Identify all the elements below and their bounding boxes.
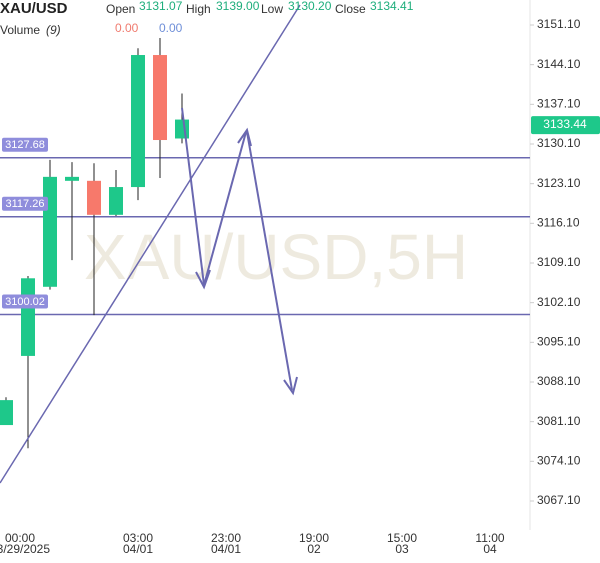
last-price-box	[531, 116, 600, 135]
x-tick-label: 15:00	[387, 531, 417, 545]
price-label-box	[2, 137, 48, 152]
arrows	[181, 107, 298, 396]
x-tick-sublabel: 02	[307, 542, 321, 556]
price-label-box	[2, 196, 48, 211]
x-tick-sublabel: 04/01	[211, 542, 241, 556]
x-tick-label: 23:00	[211, 531, 241, 545]
y-tick-label: 3074.10	[537, 453, 581, 467]
price-label: 3127.68	[5, 139, 45, 151]
y-tick-label: 3109.10	[537, 255, 581, 269]
candle-body	[175, 119, 189, 139]
volume-value: 0.00	[115, 21, 139, 35]
x-tick-sublabel: 04/01	[123, 542, 153, 556]
trend-line	[0, 4, 301, 484]
x-tick-label: 19:00	[299, 531, 329, 545]
candle-body	[87, 180, 101, 215]
y-tick-label: 3151.10	[537, 17, 581, 31]
x-tick-sublabel: 03	[395, 542, 409, 556]
candle-body	[65, 176, 79, 181]
y-tick-label: 3116.10	[537, 215, 580, 229]
volume-label: Volume	[0, 23, 40, 37]
header-value: 3134.41	[370, 0, 414, 13]
candle-body	[131, 55, 145, 188]
y-tick-label: 3137.10	[537, 96, 581, 110]
price-label: 3100.02	[5, 296, 45, 308]
volume-param: (9)	[46, 23, 61, 37]
symbol: XAU/USD	[0, 0, 68, 17]
x-tick-label: 11:00	[475, 531, 504, 545]
y-tick-label: 3102.10	[537, 295, 581, 309]
candle-body	[21, 278, 35, 356]
header-label: Low	[261, 2, 283, 16]
header-label: Close	[335, 2, 366, 16]
volume-value: 0.00	[159, 21, 183, 35]
y-tick-label: 3081.10	[537, 414, 581, 428]
x-tick-label: 03:00	[123, 531, 153, 545]
header-label: High	[186, 2, 211, 16]
y-tick-label: 3123.10	[537, 176, 581, 190]
candle-body	[0, 400, 13, 426]
candle-body	[43, 176, 57, 287]
candle-body	[153, 55, 167, 141]
last-price: 3133.44	[543, 117, 587, 131]
header-value: 3139.00	[216, 0, 260, 13]
y-tick-label: 3067.10	[537, 493, 581, 507]
price-label-box	[2, 294, 48, 309]
y-tick-label: 3144.10	[537, 57, 581, 71]
y-tick-label: 3095.10	[537, 334, 581, 348]
header-label: Open	[106, 2, 135, 16]
price-label: 3117.26	[6, 198, 45, 210]
x-tick-sublabel: 04	[483, 542, 497, 556]
watermark: XAU/USD,5H	[84, 221, 468, 293]
x-tick-label: 00:00	[5, 531, 35, 545]
header-value: 3131.07	[139, 0, 183, 13]
x-tick-sublabel: 03/29/2025	[0, 542, 50, 556]
candle-body	[109, 187, 123, 215]
y-tick-label: 3130.10	[537, 136, 581, 150]
y-tick-label: 3088.10	[537, 374, 581, 388]
header-value: 3130.20	[288, 0, 332, 13]
